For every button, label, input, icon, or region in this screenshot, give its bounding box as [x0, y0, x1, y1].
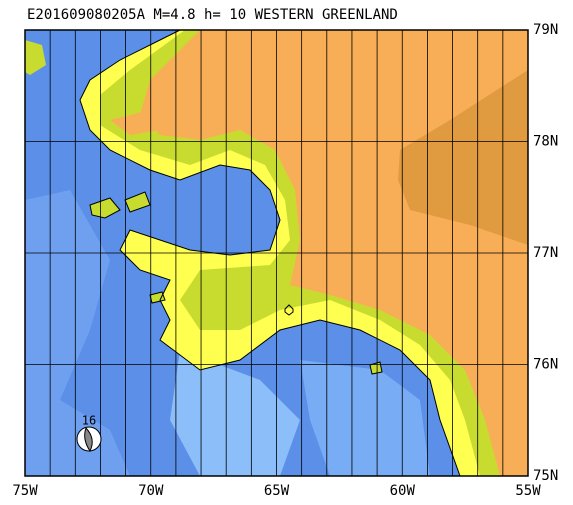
focal-mechanism	[76, 426, 102, 452]
map-area	[25, 30, 528, 476]
latitude-label: 76N	[533, 357, 558, 373]
island	[25, 40, 46, 75]
longitude-label: 65W	[264, 483, 290, 499]
map-frame	[24, 29, 529, 477]
coastline	[79, 30, 461, 476]
ice-cap	[110, 110, 160, 135]
latitude-label: 79N	[533, 22, 558, 38]
epicenter	[284, 304, 294, 316]
beachball-quadrant	[84, 427, 93, 452]
shelf	[170, 350, 300, 476]
longitude-label: 70W	[138, 483, 164, 499]
graticule	[25, 30, 528, 476]
island	[149, 291, 166, 304]
island	[89, 197, 121, 219]
shelf	[300, 360, 430, 476]
map-title: E201609080205A M=4.8 h= 10 WESTERN GREEN…	[27, 7, 398, 23]
longitude-label: 60W	[390, 483, 416, 499]
longitude-label: 75W	[12, 483, 38, 499]
latitude-label: 77N	[533, 245, 558, 261]
latitude-label: 75N	[533, 468, 558, 484]
axis-labels: 75W 70W 65W 60W 55W 79N 78N 77N 76N 75N	[12, 22, 558, 499]
ice-dome	[398, 70, 528, 245]
longitude-label: 55W	[515, 483, 541, 499]
shelf	[25, 190, 130, 476]
island	[369, 361, 383, 375]
event-label: 16	[82, 414, 96, 428]
latitude-label: 78N	[533, 134, 558, 150]
island	[124, 191, 151, 213]
